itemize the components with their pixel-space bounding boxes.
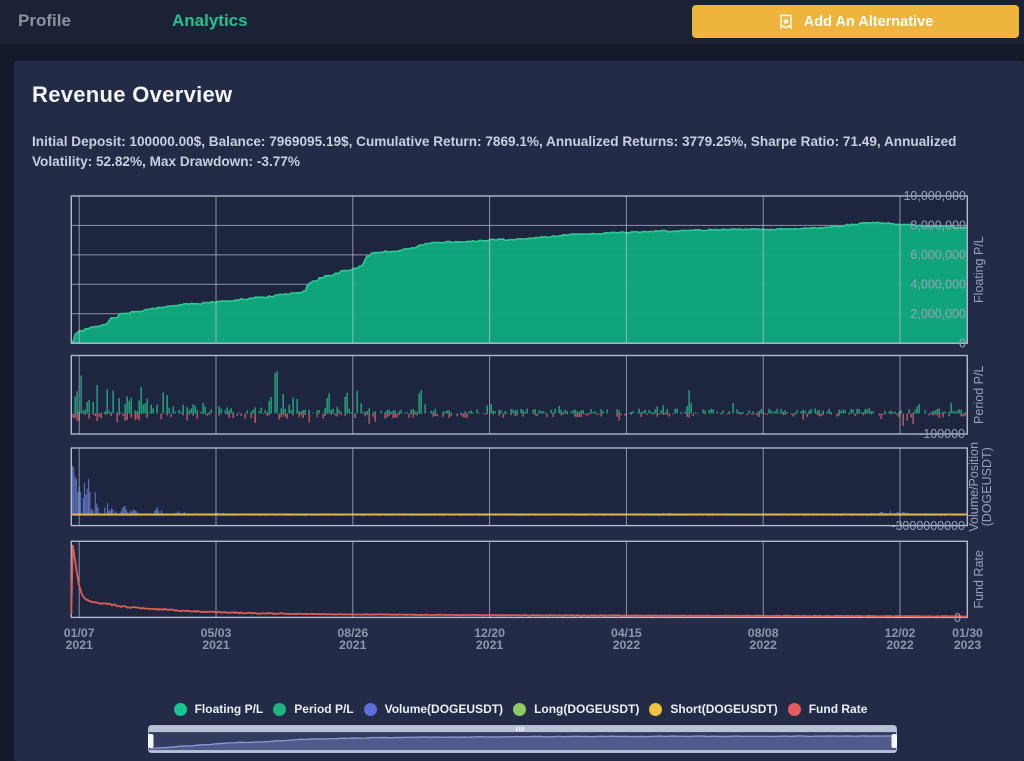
svg-text:2022: 2022 [750, 638, 778, 652]
svg-text:2023: 2023 [954, 638, 982, 652]
svg-text:2021: 2021 [339, 638, 367, 652]
svg-text:(DOGEUSDT): (DOGEUSDT) [980, 447, 994, 526]
svg-text:01/07: 01/07 [64, 626, 95, 640]
svg-text:6,000,000: 6,000,000 [910, 248, 966, 262]
svg-text:12/20: 12/20 [474, 626, 505, 640]
svg-text:08/08: 08/08 [748, 626, 779, 640]
svg-text:2,000,000: 2,000,000 [910, 307, 966, 321]
svg-text:Floating P/L: Floating P/L [972, 236, 986, 303]
svg-text:-100000: -100000 [919, 427, 965, 441]
svg-text:Fund Rate: Fund Rate [972, 550, 986, 608]
svg-text:Period P/L: Period P/L [972, 366, 986, 424]
svg-text:Volume/Position: Volume/Position [967, 442, 981, 532]
svg-text:8,000,000: 8,000,000 [910, 219, 966, 233]
svg-text:05/03: 05/03 [201, 626, 232, 640]
svg-text:2021: 2021 [202, 638, 230, 652]
svg-text:2022: 2022 [613, 638, 641, 652]
svg-text:04/15: 04/15 [611, 626, 642, 640]
svg-text:12/02: 12/02 [885, 626, 916, 640]
svg-text:2022: 2022 [886, 638, 914, 652]
svg-text:0: 0 [954, 611, 961, 625]
svg-text:-3000000000: -3000000000 [891, 519, 965, 533]
svg-text:2021: 2021 [66, 638, 94, 652]
svg-text:2021: 2021 [476, 638, 504, 652]
svg-text:01/30: 01/30 [952, 626, 983, 640]
svg-text:0: 0 [959, 336, 966, 350]
svg-text:08/26: 08/26 [337, 626, 368, 640]
svg-text:4,000,000: 4,000,000 [910, 278, 966, 292]
svg-text:10,000,000: 10,000,000 [903, 189, 966, 203]
